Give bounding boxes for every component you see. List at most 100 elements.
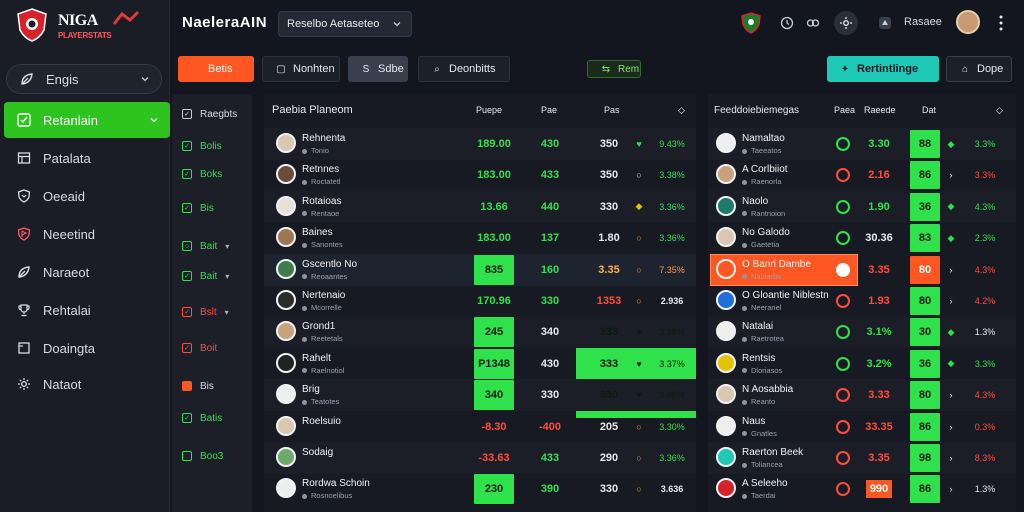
value-cell[interactable]: 13.66 (480, 200, 508, 213)
value-cell[interactable]: 189.00 (477, 138, 511, 150)
filter-checkbox[interactable] (182, 451, 192, 461)
value-highlight[interactable]: 86 (910, 412, 940, 441)
value-cell[interactable]: 3.36% (659, 201, 685, 212)
tab-betis[interactable]: Betis (178, 56, 254, 82)
value-highlight[interactable]: 80 (910, 381, 940, 410)
table-row[interactable]: Grond1 Reetetals 245 340 333 ♥ 3.38% (264, 316, 696, 349)
team-name[interactable]: Natalai (742, 321, 774, 333)
team-name[interactable]: Naolo (742, 195, 769, 207)
tab-rem[interactable]: ⇆ Rem (587, 60, 641, 78)
value-cell[interactable]: 33.35 (865, 420, 893, 433)
value-cell[interactable]: 350 (599, 169, 619, 182)
value-cell[interactable]: 1.90 (868, 200, 890, 213)
team-name[interactable]: Naus (742, 415, 766, 427)
value-cell[interactable]: 3.2% (866, 357, 892, 370)
user-avatar[interactable] (956, 10, 980, 34)
filter-item[interactable]: ✓ Batis (182, 410, 222, 426)
season-select[interactable]: Reselbo Aetaseteo (278, 11, 412, 37)
table-row[interactable]: Natalai Raetrotea 3.1% 30 ◆ 1.3% (708, 316, 1016, 349)
value-cell[interactable]: 3.38% (659, 170, 685, 181)
table-row[interactable]: A Seleeho Taerdai 990 86 › 1.3% (708, 473, 1016, 505)
table-row[interactable]: Baines Sanontes 183.00 137 1.80 ○ 3.36% (264, 222, 696, 254)
tab-dope[interactable]: ⌂ Dope (946, 56, 1012, 82)
player-name[interactable]: Rehnenta (302, 133, 346, 144)
value-cell[interactable]: 3.3% (974, 139, 996, 149)
value-cell[interactable]: 1.80 (598, 232, 620, 245)
tab-sdbe[interactable]: S Sdbe (348, 56, 408, 82)
value-cell[interactable]: 3.1% (866, 326, 892, 339)
value-cell[interactable]: 3.36% (659, 453, 685, 463)
value-highlight[interactable]: 36 (910, 192, 940, 221)
player-name[interactable]: Sodaig (302, 447, 334, 458)
filter-checkbox[interactable]: ✓ (182, 203, 192, 213)
filter-item[interactable]: ✓ Boit (182, 340, 217, 356)
filter-item[interactable]: Bis (182, 378, 214, 394)
team-name[interactable]: No Galodo (742, 227, 790, 239)
value-cell[interactable]: 433 (540, 169, 560, 182)
chevron-down-icon[interactable]: ▾ (225, 241, 230, 251)
tab-deonbitts[interactable]: ⌕ Deonbitts (418, 56, 510, 82)
value-cell[interactable]: 0.3% (974, 421, 996, 432)
filter-item[interactable]: ✓ Bolis (182, 138, 222, 154)
value-cell[interactable]: 4.3% (974, 390, 996, 401)
value-highlight[interactable]: 88 (910, 130, 940, 158)
value-cell[interactable]: 1.93 (868, 295, 890, 307)
table-row[interactable]: No Galodo Gaetetia 30.36 83 ◆ 2.3% (708, 222, 1016, 254)
player-name[interactable]: Baines (302, 227, 333, 239)
value-cell[interactable]: 430 (540, 138, 560, 150)
table-row[interactable]: Gscentlo No Reoaantes 835 160 3.35 ○ 7.35% (264, 253, 696, 286)
table-row[interactable]: Rahelt Raelnotiol P1348 430 333 ♥ 3.37% (264, 348, 696, 380)
column-header[interactable]: Raeede (864, 105, 896, 115)
table-row[interactable]: Rordwa Schoin Rosnoelibus 230 390 330 ○ 3.636 (264, 473, 696, 505)
player-name[interactable]: Nertenaio (302, 290, 346, 301)
sidebar-item-neeetind[interactable]: Neeetind (4, 216, 170, 252)
value-cell[interactable]: 3.35 (868, 263, 890, 276)
table-row[interactable]: O Banri Dambe Naolarbs 3.35 80 › 4.3% (708, 253, 1016, 286)
more-options-icon[interactable] (998, 14, 1004, 32)
table-row[interactable]: Rentsis Dloriasos 3.2% 36 ◆ 3.3% (708, 348, 1016, 380)
filter-item[interactable]: Boo3 (182, 448, 223, 464)
team-name[interactable]: N Aosabbia (742, 384, 794, 396)
value-cell[interactable]: 433 (540, 452, 560, 464)
team-name[interactable]: Rentsis (742, 352, 776, 364)
filter-checkbox[interactable] (182, 381, 192, 391)
team-name[interactable]: A Seleeho (742, 478, 788, 490)
value-highlight[interactable]: 230 (474, 474, 514, 505)
value-cell[interactable]: 3.37% (659, 358, 685, 369)
value-cell[interactable]: 30.36 (865, 232, 893, 245)
value-cell[interactable]: 170.96 (477, 295, 511, 307)
value-cell[interactable]: 330 (599, 200, 619, 213)
value-cell[interactable]: 7.35% (659, 264, 685, 275)
column-header[interactable]: Puepe (476, 105, 503, 115)
clock-icon[interactable] (776, 12, 798, 34)
player-name[interactable]: Rordwa Schoin (302, 478, 370, 490)
chevron-down-icon[interactable]: ▾ (224, 307, 229, 317)
table-row[interactable]: Rotaioas Rentaoe 13.66 440 330 ◆ 3.36% (264, 190, 696, 223)
sidebar-item-doaingta[interactable]: Doaingta (4, 330, 170, 366)
value-highlight[interactable]: 245 (474, 317, 514, 348)
value-cell[interactable]: 340 (540, 326, 560, 339)
value-cell[interactable]: 330 (540, 295, 560, 307)
value-cell[interactable]: 4.3% (974, 201, 996, 212)
value-highlight[interactable]: 86 (910, 475, 940, 504)
value-cell[interactable]: 1.3% (974, 484, 996, 495)
table-row[interactable]: O Gloantie Niblestn Neeranel 1.93 80 › 4.2% (708, 285, 1016, 317)
filter-checkbox[interactable]: ✓ (182, 413, 192, 423)
team-name[interactable]: A Corlbiiot (742, 164, 788, 176)
value-cell[interactable]: 330 (599, 483, 619, 496)
filter-item[interactable]: ✓ Bslt ▾ (182, 304, 229, 320)
value-cell[interactable]: 1353 (596, 295, 622, 307)
table-row[interactable]: Roelsuio -8.30 -400 205 ○ 3.30% (264, 411, 696, 443)
filter-checkbox[interactable]: ○ (182, 241, 192, 251)
value-cell[interactable]: 137 (540, 232, 560, 245)
table-row[interactable]: A Corlbiiot Raenorla 2.16 86 › 3.3% (708, 159, 1016, 191)
value-cell[interactable]: 2.16 (868, 169, 890, 182)
value-cell[interactable]: 3.30% (659, 421, 685, 432)
settings-icon[interactable] (834, 11, 858, 35)
sidebar-item-patalata[interactable]: Patalata (4, 140, 170, 176)
value-cell[interactable]: 990 (866, 480, 892, 499)
team-name[interactable]: Raerton Beek (742, 447, 804, 458)
value-cell[interactable]: 205 (599, 420, 619, 433)
player-name[interactable]: Rahelt (302, 352, 331, 364)
value-cell[interactable]: 333 (599, 357, 619, 370)
